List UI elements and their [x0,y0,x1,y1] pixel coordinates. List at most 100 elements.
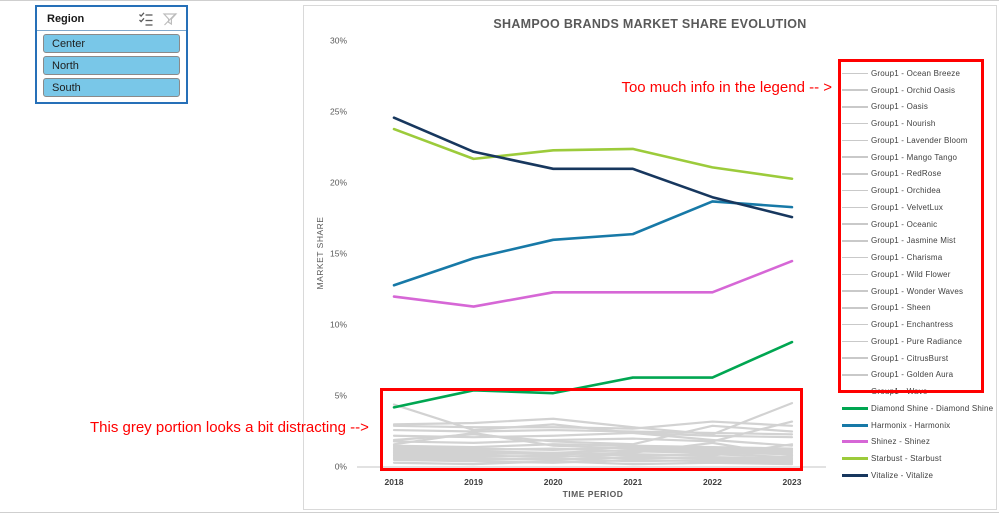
legend-item-shinez[interactable]: Shinez - Shinez [842,434,993,451]
series-line-oceanic[interactable] [392,446,794,452]
slicer-option-south[interactable]: South [43,78,180,97]
annotation-legend-note: Too much info in the legend -- > [621,79,832,96]
legend-item-lavender-bloom[interactable]: Group1 - Lavender Bloom [842,132,993,149]
x-tick-label: 2022 [703,477,722,487]
legend-swatch [842,139,868,142]
legend-swatch [842,423,868,427]
legend-item-ocean-breeze[interactable]: Group1 - Ocean Breeze [842,65,993,82]
legend-label: Group1 - VelvetLux [871,202,944,212]
legend-swatch [842,374,868,376]
legend-item-enchantress[interactable]: Group1 - Enchantress [842,316,993,333]
series-line-sheen[interactable] [392,443,794,459]
series-line-diamond-shine[interactable] [392,340,794,409]
series-line-starbust[interactable] [392,127,794,181]
legend-label: Group1 - Ocean Breeze [871,68,961,78]
y-tick-label: 25% [330,107,347,117]
series-line-lavender-bloom[interactable] [392,431,794,439]
series-line-orchid-oasis[interactable] [392,402,794,436]
legend-item-nourish[interactable]: Group1 - Nourish [842,115,993,132]
legend-item-jasmine-mist[interactable]: Group1 - Jasmine Mist [842,233,993,250]
series-line-harmonix[interactable] [392,200,794,287]
legend-item-orchid-oasis[interactable]: Group1 - Orchid Oasis [842,82,993,99]
series-line-nourish[interactable] [392,428,794,436]
series-line-velvetlux[interactable] [392,443,794,450]
legend-label: Group1 - RedRose [871,169,942,179]
legend-item-wave[interactable]: Group1 - Wave [842,383,993,400]
legend-label: Group1 - Orchid Oasis [871,85,956,95]
legend-swatch [842,223,868,225]
legend-swatch [842,290,868,292]
series-line-wave[interactable] [392,460,794,466]
y-tick-label: 30% [330,36,347,46]
series-line-vitalize[interactable] [392,116,794,219]
slicer-option-north[interactable]: North [43,56,180,75]
legend-label: Group1 - Wave [871,387,928,397]
x-axis-title: TIME PERIOD [563,489,624,499]
slicer-options: Center North South [37,31,186,100]
y-tick-label: 15% [330,249,347,259]
legend-swatch [842,173,868,175]
legend-item-redrose[interactable]: Group1 - RedRose [842,166,993,183]
legend-label: Group1 - Charisma [871,253,943,263]
y-tick-label: 10% [330,320,347,330]
legend-item-starbust[interactable]: Starbust - Starbust [842,450,993,467]
series-line-enchantress[interactable] [392,454,794,460]
legend-swatch [842,340,868,343]
legend-item-charisma[interactable]: Group1 - Charisma [842,249,993,266]
legend-item-sheen[interactable]: Group1 - Sheen [842,300,993,317]
line-chart-plot: 0% 5% 10% 15% 20% 25% 30% 2018 2019 2020 2021 2022 2… [315,36,826,499]
legend-label: Group1 - Oasis [871,102,929,112]
legend-swatch [842,273,868,276]
legend-item-pure-radiance[interactable]: Group1 - Pure Radiance [842,333,993,350]
legend-item-velvetlux[interactable]: Group1 - VelvetLux [842,199,993,216]
legend-label: Group1 - Nourish [871,119,936,129]
legend-swatch [842,89,868,91]
x-tick-label: 2023 [783,477,802,487]
series-line-golden-aura[interactable] [392,458,794,464]
legend-swatch [842,189,868,192]
legend-item-orchidea[interactable]: Group1 - Orchidea [842,182,993,199]
legend-swatch [842,72,868,75]
legend-label: Shinez - Shinez [871,437,931,447]
legend-swatch [842,240,868,242]
multi-select-icon[interactable] [138,11,154,27]
legend-item-wonder-waves[interactable]: Group1 - Wonder Waves [842,283,993,300]
legend-label: Group1 - Lavender Bloom [871,135,968,145]
legend-swatch [842,307,868,309]
legend-item-oceanic[interactable]: Group1 - Oceanic [842,216,993,233]
legend-label: Group1 - Wild Flower [871,269,951,279]
region-slicer-header: Region [37,7,186,31]
legend-item-diamond-shine[interactable]: Diamond Shine - Diamond Shine [842,400,993,417]
legend-label: Group1 - Golden Aura [871,370,954,380]
x-tick-label: 2018 [385,477,404,487]
chart-visual: SHAMPOO BRANDS MARKET SHARE EVOLUTION 0%… [303,5,997,510]
window-top-edge [0,0,999,1]
legend-item-mango-tango[interactable]: Group1 - Mango Tango [842,149,993,166]
legend-item-harmonix[interactable]: Harmonix - Harmonix [842,417,993,434]
series-line-charisma[interactable] [392,448,794,454]
series-line-orchidea[interactable] [392,431,794,453]
slicer-option-center[interactable]: Center [43,34,180,53]
legend-item-wild-flower[interactable]: Group1 - Wild Flower [842,266,993,283]
series-line-pure-radiance[interactable] [392,455,794,461]
series-line-shinez[interactable] [392,259,794,308]
legend-label: Group1 - Wonder Waves [871,286,964,296]
legend-item-citrusburst[interactable]: Group1 - CitrusBurst [842,350,993,367]
series-line-redrose[interactable] [392,420,794,444]
legend-swatch [842,256,868,259]
legend-item-golden-aura[interactable]: Group1 - Golden Aura [842,367,993,384]
slicer-title: Region [47,13,85,25]
legend-swatch [842,206,868,209]
legend-swatch [842,473,868,477]
series-line-oasis[interactable] [392,420,794,430]
legend-item-vitalize[interactable]: Vitalize - Vitalize [842,467,993,484]
legend-label: Harmonix - Harmonix [871,420,951,430]
y-axis-title: MARKET SHARE [315,217,325,290]
series-line-citrusburst[interactable] [392,457,794,463]
legend-item-oasis[interactable]: Group1 - Oasis [842,99,993,116]
legend-swatch [842,406,868,410]
legend-swatch [842,457,868,461]
clear-filter-icon[interactable] [162,11,178,27]
legend-swatch [842,390,868,393]
legend-label: Group1 - Mango Tango [871,152,958,162]
